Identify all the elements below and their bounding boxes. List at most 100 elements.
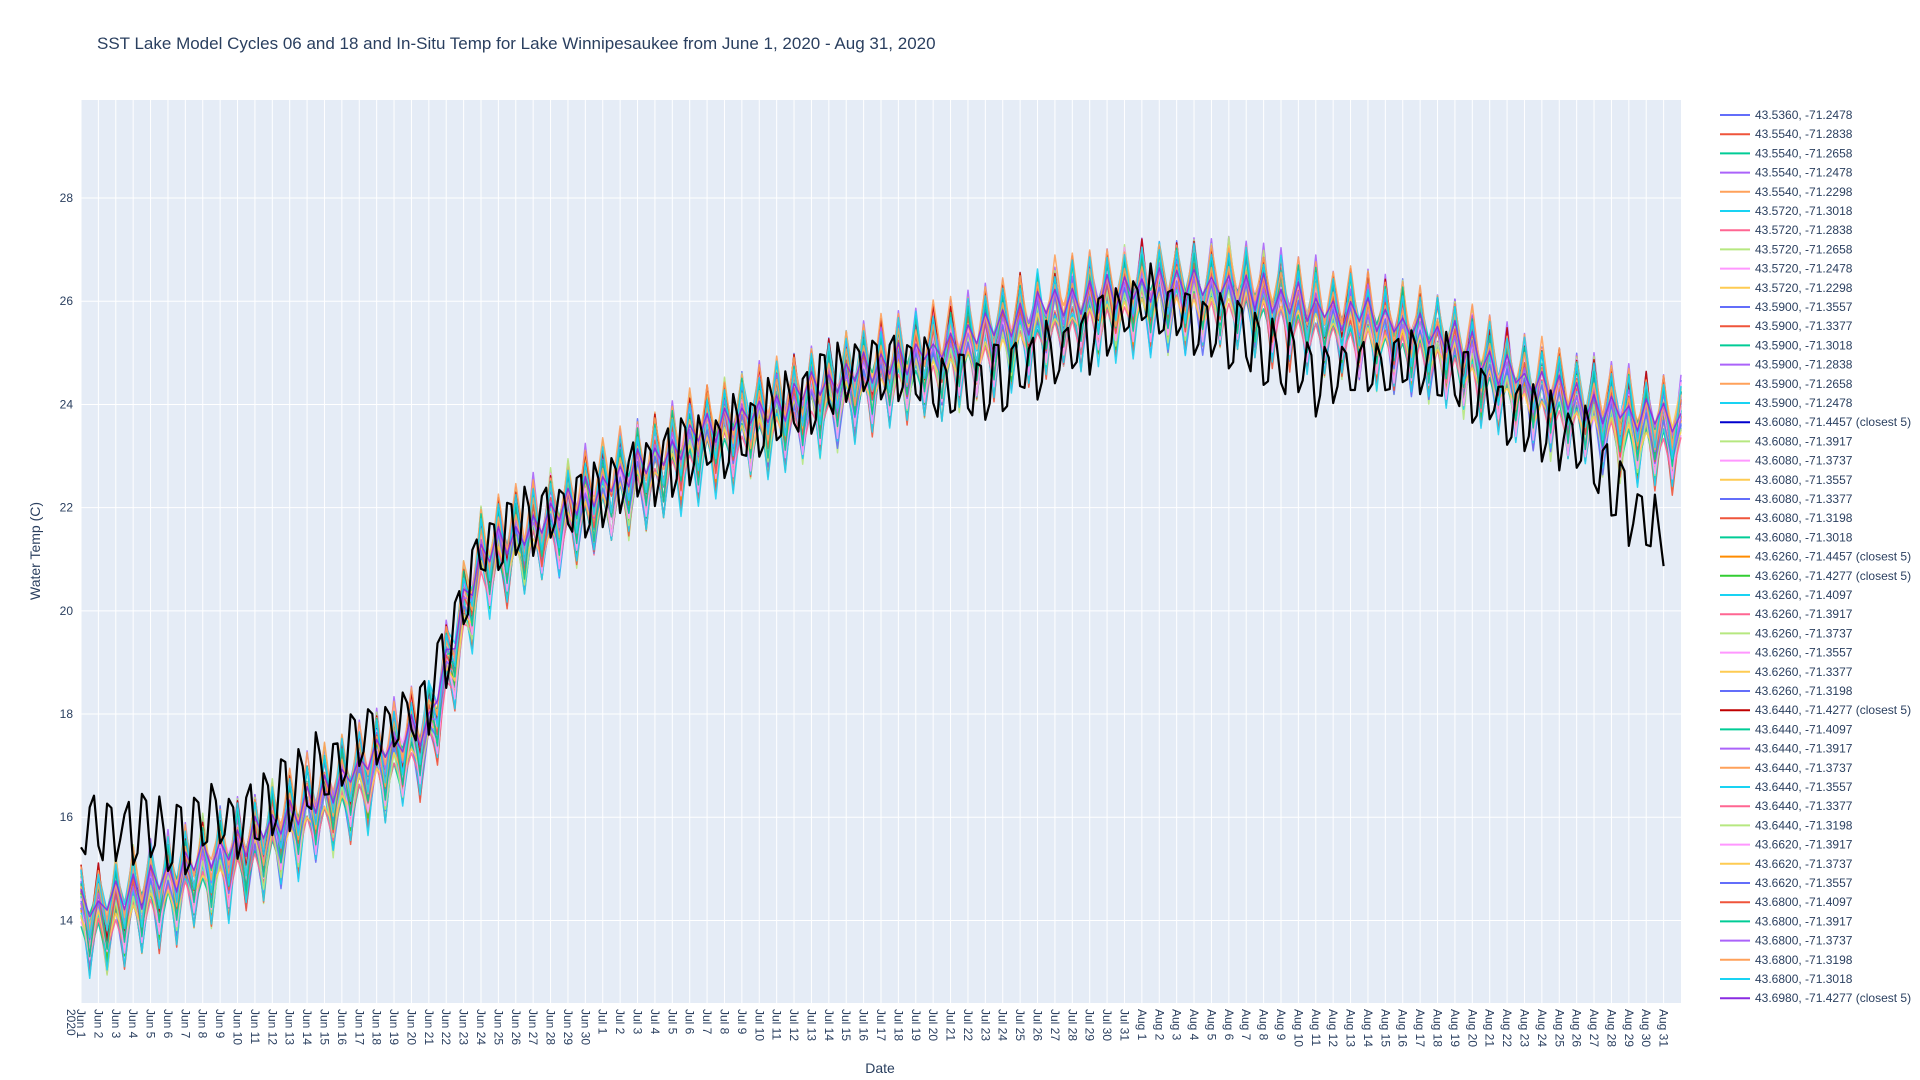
y-tick-label: 16 (60, 810, 74, 824)
legend-entry: 43.6080, -71.4457 (closest 5) (1755, 415, 1911, 429)
y-axis-title: Water Temp (C) (27, 502, 43, 600)
x-tick-label: Jun 10 (231, 1009, 245, 1045)
legend-entry: 43.6800, -71.4097 (1755, 895, 1853, 909)
x-tick-label: Aug 26 (1570, 1009, 1584, 1047)
x-tick-label: Aug 17 (1413, 1009, 1427, 1047)
y-tick-label: 24 (60, 397, 74, 411)
legend-entry: 43.5720, -71.3018 (1755, 204, 1853, 218)
legend-entry: 43.5900, -71.2478 (1755, 396, 1853, 410)
x-tick-label: Jun 3 (109, 1009, 123, 1039)
x-tick-label: Jul 24 (996, 1009, 1010, 1041)
x-tick-label: Aug 12 (1326, 1009, 1340, 1047)
x-tick-label: Aug 21 (1483, 1009, 1497, 1047)
series-lines (80, 235, 1682, 980)
x-tick-label: Jun 27 (526, 1009, 540, 1045)
x-tick-label: Jun 24 (474, 1009, 488, 1045)
legend-entry: 43.6080, -71.3557 (1755, 473, 1853, 487)
x-tick-label: Jun 23 (457, 1009, 471, 1045)
legend-entry: 43.6800, -71.3917 (1755, 914, 1853, 928)
x-tick-label: Jun 18 (370, 1009, 384, 1045)
x-tick-label: Jul 10 (752, 1009, 766, 1041)
x-tick-label: Jul 22 (961, 1009, 975, 1041)
legend-entry: 43.6980, -71.4277 (closest 5) (1755, 991, 1911, 1005)
x-tick-label: Aug 19 (1448, 1009, 1462, 1047)
x-tick-label: Jun 4 (126, 1009, 140, 1039)
grid-lines (80, 100, 1681, 1003)
x-tick-label: Aug 2 (1152, 1009, 1166, 1041)
x-axis-title: Date (865, 1060, 895, 1076)
x-tick-label: Jul 6 (683, 1009, 697, 1035)
legend-entry: 43.6620, -71.3557 (1755, 876, 1853, 890)
y-tick-label: 14 (60, 913, 74, 927)
x-tick-label: Aug 14 (1361, 1009, 1375, 1047)
x-tick-label: Jul 4 (648, 1009, 662, 1035)
legend-entry: 43.6260, -71.4457 (closest 5) (1755, 550, 1911, 564)
chart-title: SST Lake Model Cycles 06 and 18 and In-S… (97, 34, 936, 53)
series-line-observed (80, 262, 1665, 876)
legend: 43.5360, -71.2478 43.5540, -71.2838 43.554… (1720, 108, 1911, 1005)
legend-entry: 43.6800, -71.3737 (1755, 934, 1853, 948)
x-tick-label: Jul 15 (839, 1009, 853, 1041)
x-tick-label: Aug 4 (1187, 1009, 1201, 1041)
x-tick-label: Aug 31 (1657, 1009, 1671, 1047)
x-tick-label: Jun 7 (178, 1009, 192, 1039)
x-tick-label: Aug 22 (1500, 1009, 1514, 1047)
legend-entry: 43.5360, -71.2478 (1755, 108, 1853, 122)
x-tick-label: Jul 8 (717, 1009, 731, 1035)
legend-entry: 43.6440, -71.4097 (1755, 722, 1853, 736)
legend-entry: 43.5720, -71.2478 (1755, 262, 1853, 276)
series-line (80, 267, 1682, 918)
x-tick-label: Aug 27 (1587, 1009, 1601, 1047)
x-tick-label: Jun 29 (561, 1009, 575, 1045)
legend-entry: 43.6260, -71.3557 (1755, 646, 1853, 660)
legend-entry: 43.5540, -71.2838 (1755, 127, 1853, 141)
x-tick-label: Jun 30 (578, 1009, 592, 1045)
x-tick-label: Aug 29 (1622, 1009, 1636, 1047)
legend-entry: 43.5900, -71.2658 (1755, 377, 1853, 391)
x-tick-label: Jun 15 (317, 1009, 331, 1045)
y-tick-label: 26 (60, 294, 74, 308)
x-tick-label: Jun 6 (161, 1009, 175, 1039)
x-tick-label: Jul 3 (631, 1009, 645, 1035)
x-tick-label: Aug 24 (1535, 1009, 1549, 1047)
x-tick-label: Jul 28 (1065, 1009, 1079, 1041)
x-tick-label: Jul 16 (857, 1009, 871, 1041)
legend-entry: 43.6440, -71.3377 (1755, 799, 1853, 813)
x-tick-label: Jul 30 (1100, 1009, 1114, 1041)
x-tick-label: Jul 19 (909, 1009, 923, 1041)
x-tick-label: Jul 13 (804, 1009, 818, 1041)
x-tick-label: Aug 6 (1222, 1009, 1236, 1041)
legend-entry: 43.6260, -71.3377 (1755, 665, 1853, 679)
y-tick-label: 20 (60, 604, 74, 618)
legend-entry: 43.6080, -71.3377 (1755, 492, 1853, 506)
y-tick-label: 28 (60, 191, 74, 205)
x-tick-year-label: 2020 (64, 1009, 78, 1036)
x-tick-label: Jul 7 (700, 1009, 714, 1035)
x-tick-label: Jul 23 (978, 1009, 992, 1041)
x-tick-label: Jun 26 (509, 1009, 523, 1045)
x-tick-label: Jun 11 (248, 1009, 262, 1044)
x-tick-label: Jul 1 (596, 1009, 610, 1035)
x-tick-label: Aug 9 (1274, 1009, 1288, 1041)
x-tick-label: Aug 23 (1517, 1009, 1531, 1047)
x-tick-label: Jun 22 (439, 1009, 453, 1045)
x-tick-label: Jun 9 (213, 1009, 227, 1039)
x-tick-label: Jun 19 (387, 1009, 401, 1045)
y-tick-label: 18 (60, 707, 74, 721)
x-tick-label: Aug 5 (1204, 1009, 1218, 1041)
x-tick-label: Jul 31 (1117, 1009, 1131, 1041)
legend-entry: 43.5720, -71.2298 (1755, 281, 1853, 295)
legend-entry: 43.5720, -71.2658 (1755, 242, 1853, 256)
x-tick-label: Jul 2 (613, 1009, 627, 1035)
x-tick-label: Jun 28 (544, 1009, 558, 1045)
legend-entry: 43.6260, -71.4097 (1755, 588, 1853, 602)
x-tick-label: Jul 9 (735, 1009, 749, 1035)
legend-entry: 43.6080, -71.3198 (1755, 511, 1853, 525)
x-tick-label: Jun 2 (91, 1009, 105, 1039)
x-tick-label: Aug 10 (1291, 1009, 1305, 1047)
legend-entry: 43.6620, -71.3737 (1755, 857, 1853, 871)
x-tick-label: Jul 18 (891, 1009, 905, 1041)
legend-entry: 43.5900, -71.3557 (1755, 300, 1853, 314)
legend-entry: 43.6260, -71.3737 (1755, 626, 1853, 640)
